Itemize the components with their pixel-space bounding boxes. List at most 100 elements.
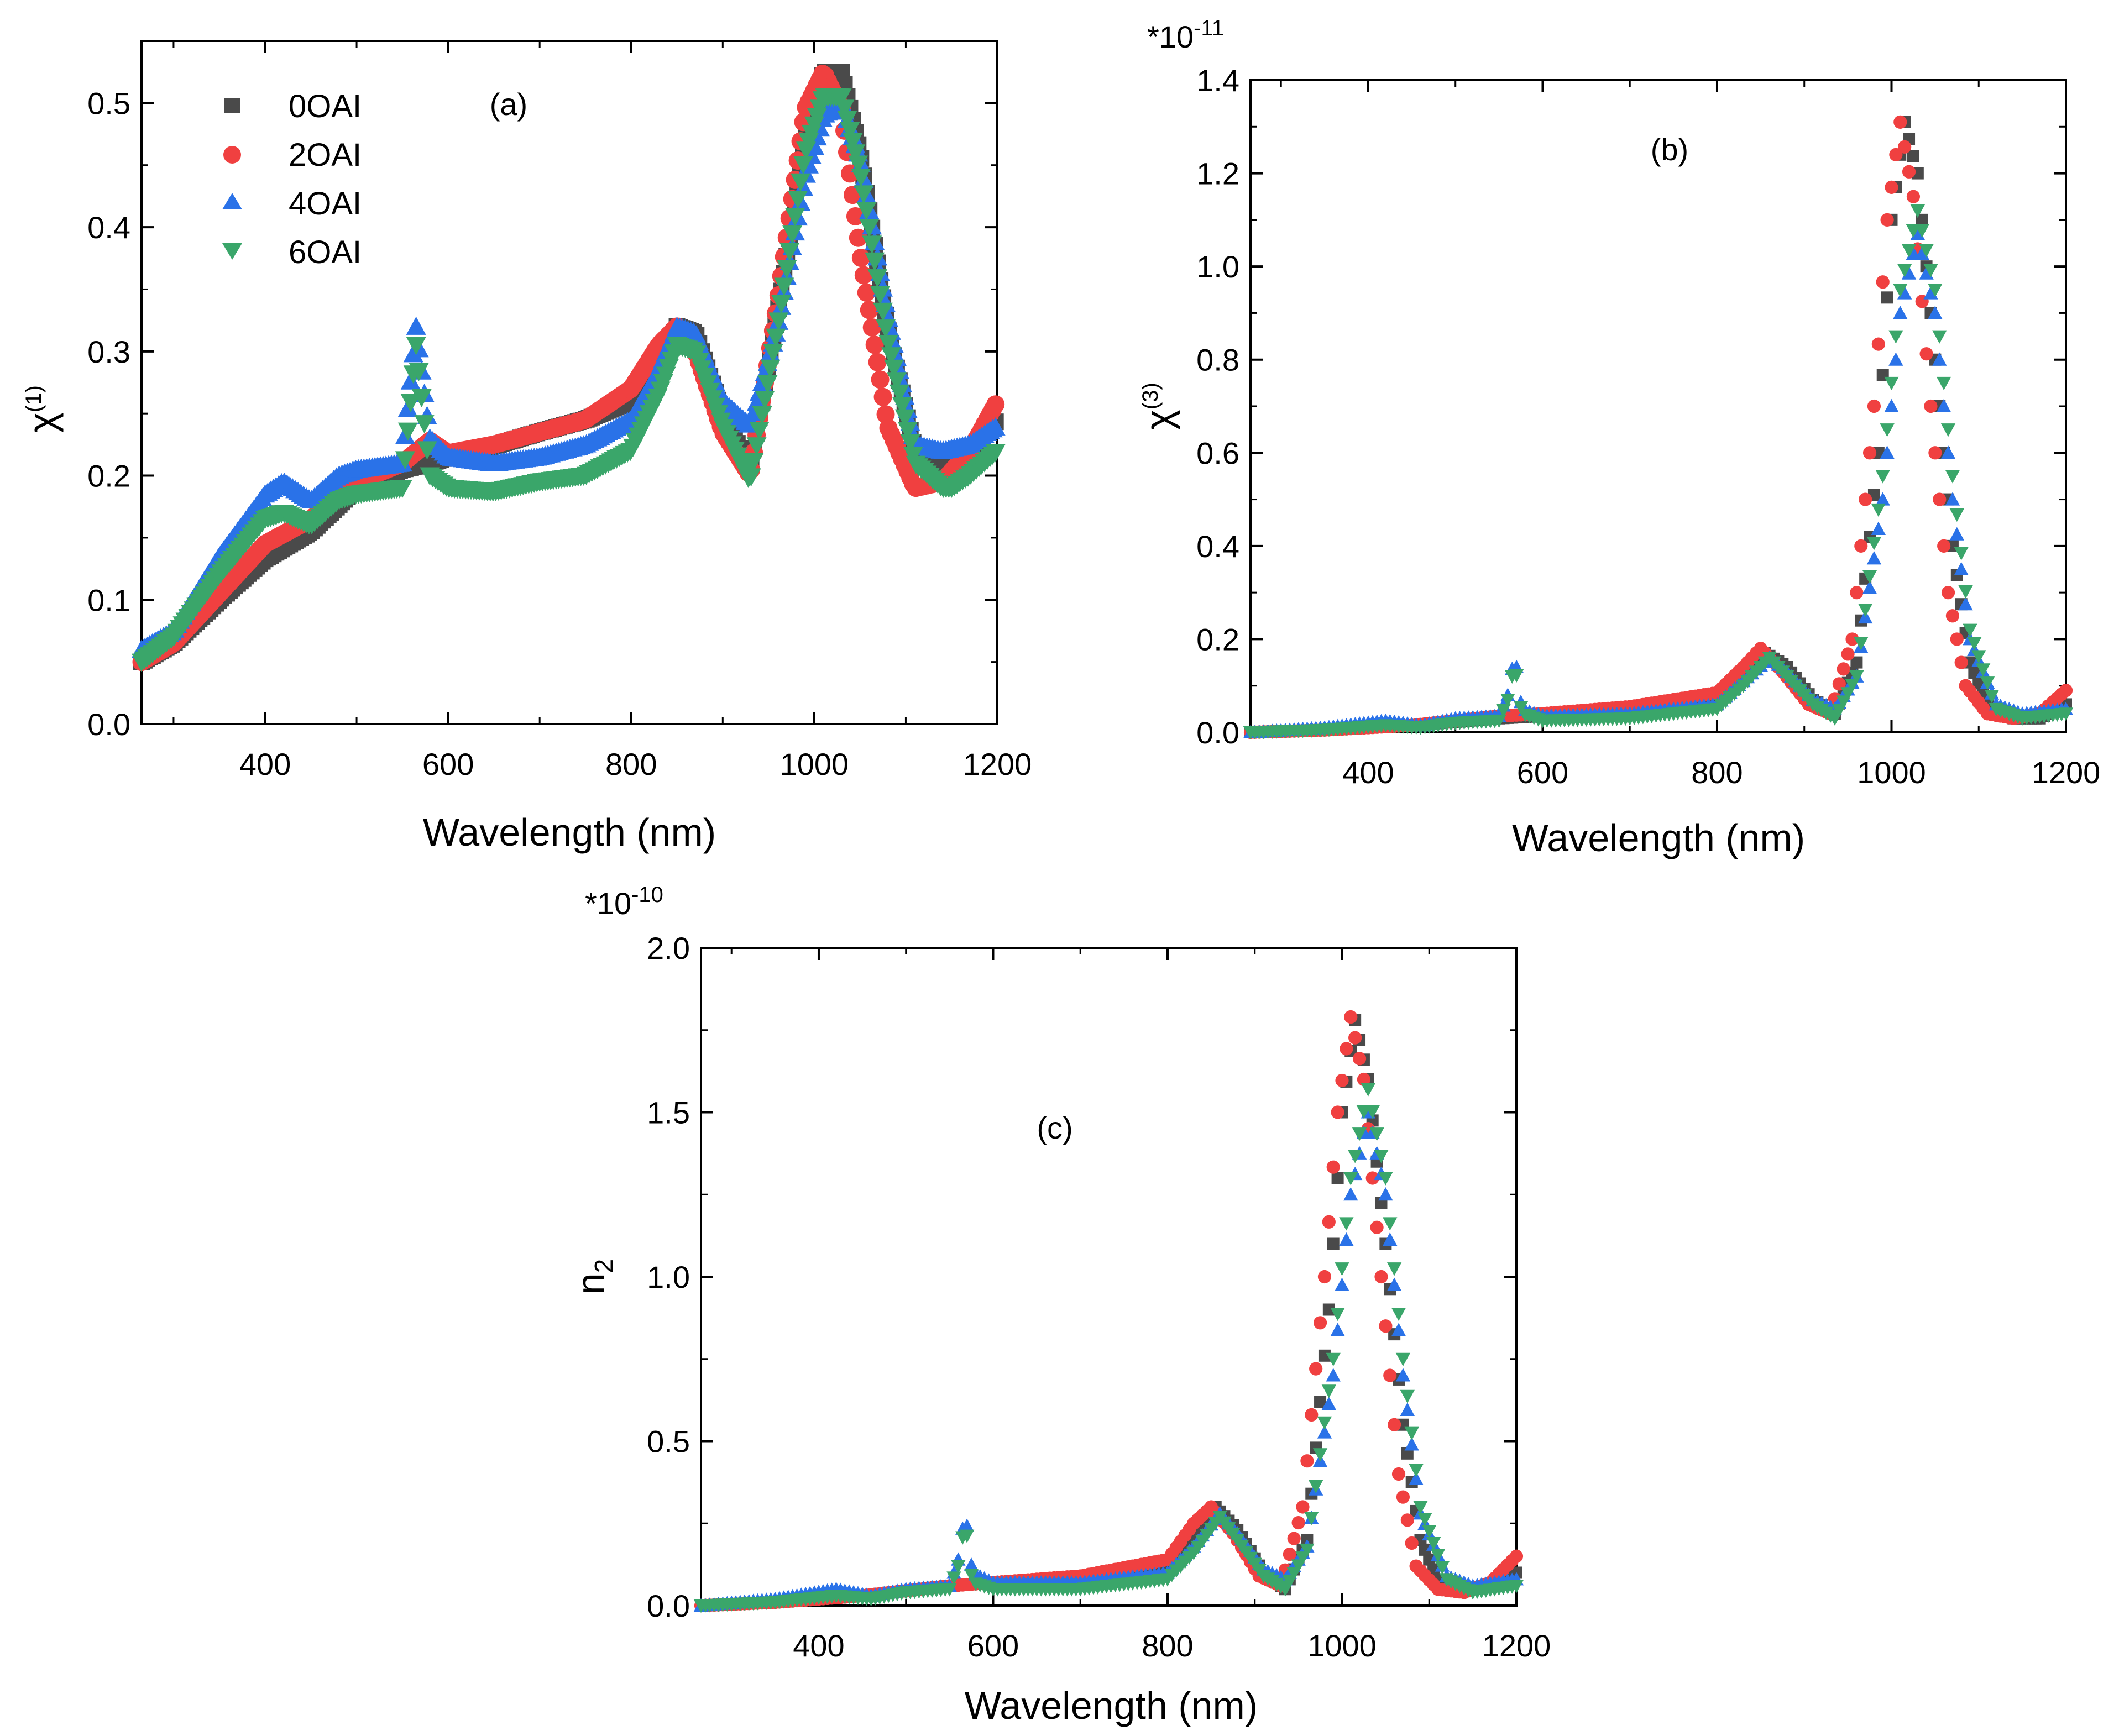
point-b-2OAI-161	[1945, 609, 1960, 623]
point-a-6OAI-238	[785, 208, 805, 227]
point-c-6OAI-61	[959, 1529, 975, 1543]
y-tick-label-c-1: 0.5	[647, 1424, 690, 1459]
point-b-4OAI-156	[1923, 286, 1938, 300]
point-c-6OAI-167	[1422, 1525, 1437, 1539]
point-b-4OAI-149	[1893, 306, 1908, 319]
point-b-2OAI-160	[1941, 586, 1955, 600]
point-b-2OAI-155	[1919, 347, 1933, 361]
point-a-6OAI-224	[746, 437, 767, 456]
point-b-6OAI-187	[2058, 707, 2074, 721]
y-axis-title-a-main: χ	[20, 412, 64, 433]
point-c-0OAI-166	[1419, 1543, 1431, 1556]
multiplier-c-base: *10	[585, 886, 631, 921]
point-c-0OAI-144	[1322, 1303, 1335, 1316]
point-c-4OAI-160	[1391, 1323, 1406, 1336]
point-c-2OAI-163	[1405, 1536, 1419, 1550]
multiplier-b: *10-11	[1147, 16, 1224, 54]
point-c-6OAI-141	[1308, 1480, 1323, 1494]
y-tick-label-a-0: 0.0	[87, 707, 130, 742]
point-c-6OAI-164	[1409, 1464, 1424, 1477]
point-c-6OAI-165	[1413, 1501, 1428, 1514]
point-c-2OAI-152	[1357, 1072, 1371, 1087]
point-c-2OAI-159	[1388, 1418, 1401, 1431]
series-b-4OAI	[1243, 226, 2074, 738]
point-a-2OAI-268	[868, 353, 887, 371]
point-b-6OAI-150	[1897, 264, 1912, 277]
point-b-2OAI-139	[1850, 586, 1864, 600]
point-b-2OAI-152	[1906, 190, 1921, 203]
point-b-4OAI-161	[1945, 492, 1960, 506]
panel-label-b: (b)	[1651, 132, 1688, 167]
y-tick-label-b-3: 0.6	[1196, 436, 1239, 470]
point-a-2OAI-264	[857, 283, 876, 302]
point-c-2OAI-160	[1391, 1467, 1406, 1481]
point-b-6OAI-146	[1880, 423, 1895, 437]
point-b-2OAI-148	[1889, 148, 1903, 161]
point-a-6OAI-101	[409, 363, 429, 381]
point-b-6OAI-159	[1936, 376, 1951, 391]
point-b-6OAI-166	[1967, 637, 1982, 651]
point-a-6OAI-229	[760, 359, 781, 378]
point-b-2OAI-149	[1893, 115, 1907, 129]
point-c-2OAI-156	[1374, 1270, 1388, 1284]
point-c-2OAI-146	[1331, 1105, 1344, 1119]
point-b-2OAI-147	[1885, 180, 1898, 194]
point-c-6OAI-166	[1417, 1513, 1432, 1527]
point-a-6OAI-311	[985, 444, 1006, 463]
point-b-4OAI-146	[1880, 445, 1895, 459]
point-a-6OAI-275	[886, 372, 907, 391]
point-c-6OAI-187	[1509, 1580, 1524, 1593]
point-b-2OAI-140	[1854, 539, 1868, 553]
point-c-4OAI-162	[1400, 1402, 1415, 1416]
point-b-2OAI-146	[1880, 213, 1894, 227]
series-a-6OAI	[132, 88, 1006, 672]
legend-label-2OAI: 2OAI	[289, 137, 362, 173]
point-a-6OAI-233	[771, 295, 792, 313]
point-c-2OAI-138	[1296, 1500, 1310, 1514]
svg-text:χ(3): χ(3)	[1137, 382, 1180, 430]
point-a-6OAI-262	[851, 169, 871, 187]
marks-b	[1243, 115, 2074, 740]
point-c-6OAI-156	[1374, 1150, 1389, 1163]
svg-text:n2: n2	[569, 1259, 618, 1295]
x-tick-label-b-800: 800	[1691, 755, 1743, 790]
point-a-6OAI-255	[831, 88, 852, 107]
panel-label-c: (c)	[1037, 1110, 1072, 1145]
point-a-6OAI-268	[867, 269, 888, 288]
point-a-6OAI-265	[859, 219, 880, 238]
point-b-6OAI-156	[1923, 264, 1938, 277]
y-tick-label-b-1: 0.2	[1196, 622, 1239, 657]
point-a-2OAI-260	[846, 207, 865, 225]
point-b-6OAI-61	[1509, 669, 1524, 683]
point-c-4OAI-148	[1339, 1232, 1354, 1246]
x-tick-label-b-600: 600	[1517, 755, 1568, 790]
y-axis-title-b-main: χ	[1137, 410, 1180, 430]
point-c-2OAI-142	[1313, 1316, 1327, 1330]
y-axis-title-c-main: n	[569, 1273, 612, 1294]
x-axis-title-c: Wavelength (nm)	[965, 1684, 1258, 1727]
point-a-6OAI-236	[779, 243, 800, 261]
point-c-4OAI-158	[1383, 1232, 1398, 1246]
point-c-4OAI-145	[1326, 1368, 1341, 1382]
point-a-6OAI-241	[793, 156, 814, 175]
point-c-6OAI-140	[1304, 1512, 1319, 1525]
point-b-4OAI-144	[1871, 521, 1886, 535]
point-a-6OAI-102	[411, 389, 432, 407]
point-b-2OAI-144	[1871, 337, 1885, 351]
point-b-4OAI-148	[1888, 352, 1903, 366]
panel-b: 400 600 800 1000 1200 0.0 0.2 0.4 0.6 0.8 1.0 1.2 1.…	[1137, 16, 2100, 859]
y-tick-label-a-4: 0.4	[87, 210, 130, 245]
point-a-6OAI-278	[894, 409, 915, 428]
point-a-6OAI-222	[741, 468, 761, 487]
y-tick-label-a-2: 0.2	[87, 459, 130, 494]
legend: 0OAI 2OAI 4OAI 6OAI	[222, 88, 362, 270]
point-a-2OAI-269	[871, 370, 890, 389]
point-c-2OAI-149	[1344, 1010, 1358, 1024]
point-a-6OAI-240	[791, 173, 811, 192]
point-b-6OAI-169	[1980, 676, 1995, 690]
point-b-6OAI-153	[1910, 204, 1926, 218]
point-b-6OAI-147	[1884, 376, 1899, 391]
y-tick-label-b-5: 1.0	[1196, 249, 1239, 284]
x-tick-label-c-600: 600	[967, 1628, 1019, 1663]
point-c-0OAI-146	[1331, 1172, 1344, 1184]
